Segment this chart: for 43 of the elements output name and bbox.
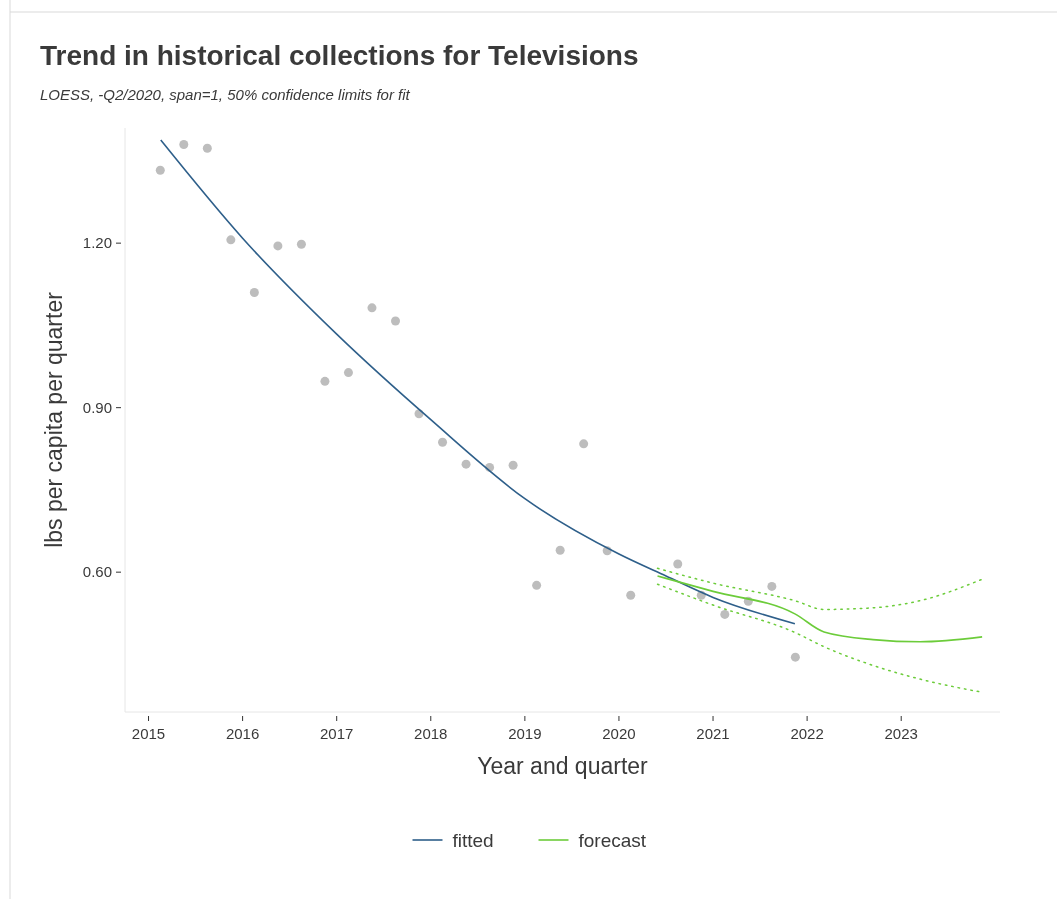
point [273, 241, 283, 251]
chart-subtitle: LOESS, -Q2/2020, span=1, 50% confidence limits for fit [40, 86, 411, 103]
x-tick-label: 2015 [131, 725, 166, 742]
line-series [159, 139, 796, 625]
point [508, 460, 518, 470]
x-tick-label: 2021 [696, 725, 730, 742]
point [532, 580, 542, 590]
x-tick-label: 2023 [884, 725, 918, 742]
point [461, 459, 471, 469]
point [179, 139, 189, 149]
legend-label: fitted [452, 829, 494, 851]
point [296, 239, 306, 249]
point [320, 376, 330, 386]
x-tick-label: 2020 [602, 725, 636, 742]
point [555, 545, 565, 555]
line-series [656, 575, 983, 643]
x-tick-label: 2017 [320, 725, 354, 742]
point [790, 652, 800, 662]
y-tick-label: 0.90 [82, 398, 112, 416]
point [579, 439, 589, 449]
point [767, 581, 777, 591]
y-tick-label: 0.60 [82, 563, 112, 581]
x-tick-label: 2022 [790, 725, 824, 742]
x-tick-label: 2019 [508, 725, 542, 742]
line-series [656, 567, 983, 611]
point [202, 143, 212, 153]
point [391, 316, 400, 326]
y-tick-label: 1.20 [82, 234, 112, 252]
legend-label: forecast [578, 829, 647, 851]
point [438, 437, 448, 447]
x-axis-title: Year and quarter [477, 753, 649, 779]
point [155, 165, 165, 175]
y-axis-title: lbs per capita per quarter [41, 291, 67, 548]
chart-title: Trend in historical collections for Televisions [40, 40, 639, 71]
point [673, 559, 683, 569]
point [720, 609, 730, 619]
point [626, 590, 636, 600]
x-tick-label: 2016 [225, 725, 260, 742]
point [343, 368, 353, 378]
point [249, 288, 259, 298]
point [367, 303, 377, 313]
x-tick-label: 2018 [414, 725, 448, 742]
point [226, 235, 236, 245]
